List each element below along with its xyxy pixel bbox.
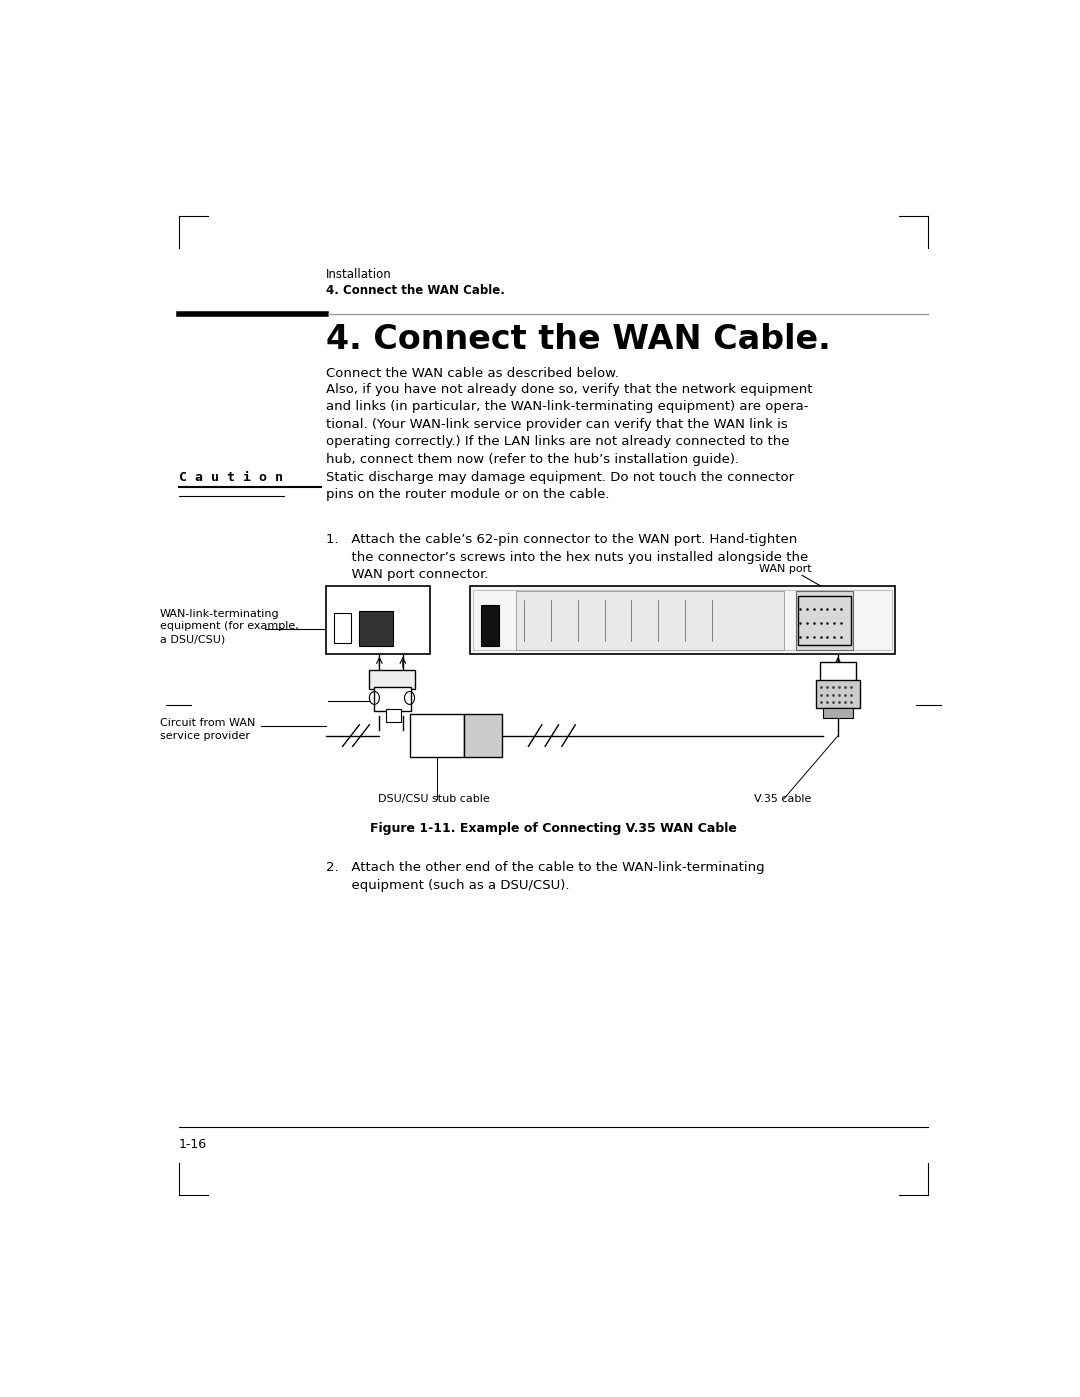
Text: 1-16: 1-16 bbox=[178, 1139, 206, 1151]
Text: Circuit from WAN
service provider: Circuit from WAN service provider bbox=[160, 718, 256, 742]
Text: DSU/CSU stub cable: DSU/CSU stub cable bbox=[378, 793, 489, 803]
Text: 1.   Attach the cable’s 62-pin connector to the WAN port. Hand-tighten
      the: 1. Attach the cable’s 62-pin connector t… bbox=[326, 534, 808, 581]
Bar bbox=[796, 591, 853, 650]
Bar bbox=[464, 714, 501, 757]
Bar bbox=[820, 662, 856, 682]
Text: V.35 cable: V.35 cable bbox=[754, 793, 812, 803]
Bar bbox=[798, 595, 851, 645]
Text: WAN-link-terminating
equipment (for example,
a DSU/CSU): WAN-link-terminating equipment (for exam… bbox=[160, 609, 299, 644]
Bar bbox=[481, 605, 499, 647]
Bar bbox=[374, 687, 411, 711]
Text: Connect the WAN cable as described below.: Connect the WAN cable as described below… bbox=[326, 366, 619, 380]
Bar bbox=[360, 610, 393, 647]
Bar bbox=[369, 671, 416, 689]
Text: Figure 1-11. Example of Connecting V.35 WAN Cable: Figure 1-11. Example of Connecting V.35 … bbox=[370, 821, 737, 834]
Bar bbox=[326, 587, 431, 654]
Bar bbox=[334, 613, 351, 643]
Bar bbox=[516, 591, 784, 650]
Text: 4. Connect the WAN Cable.: 4. Connect the WAN Cable. bbox=[326, 284, 504, 296]
Text: 2.   Attach the other end of the cable to the WAN-link-terminating
      equipme: 2. Attach the other end of the cable to … bbox=[326, 862, 765, 891]
Text: Also, if you have not already done so, verify that the network equipment
and lin: Also, if you have not already done so, v… bbox=[326, 383, 812, 465]
Bar bbox=[470, 587, 895, 654]
Text: Installation: Installation bbox=[326, 268, 392, 281]
Bar bbox=[816, 680, 860, 708]
Bar bbox=[387, 708, 401, 722]
Text: C a u t i o n: C a u t i o n bbox=[178, 471, 283, 483]
Text: 4. Connect the WAN Cable.: 4. Connect the WAN Cable. bbox=[326, 323, 831, 356]
Text: WAN port: WAN port bbox=[758, 564, 811, 574]
Bar bbox=[823, 708, 853, 718]
Bar bbox=[473, 591, 892, 650]
Bar bbox=[409, 714, 464, 757]
Text: Static discharge may damage equipment. Do not touch the connector
pins on the ro: Static discharge may damage equipment. D… bbox=[326, 471, 794, 502]
